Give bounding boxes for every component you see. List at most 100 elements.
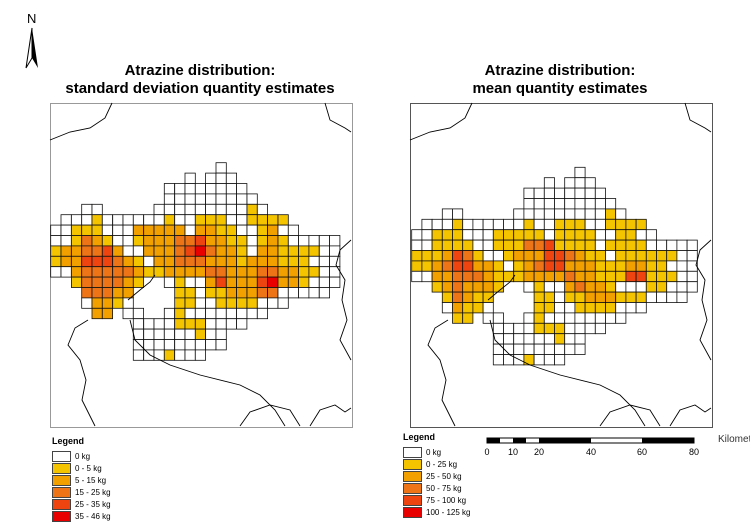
grid-cell (246, 193, 258, 205)
grid-cell (564, 322, 576, 335)
grid-cell (584, 239, 596, 251)
grid-cell (184, 339, 196, 351)
coastline (427, 319, 456, 427)
grid-cell (411, 260, 423, 272)
grid-cell (605, 270, 617, 283)
grid-cell (462, 312, 474, 324)
grid-cell (533, 218, 545, 231)
grid-cell (554, 302, 566, 314)
grid-cell (421, 260, 433, 272)
grid-cell (543, 250, 555, 262)
grid-cell (452, 260, 464, 272)
grid-cell (225, 318, 238, 330)
grid-cell (523, 333, 535, 345)
grid-cell (298, 276, 310, 288)
legend-label: 0 - 25 kg (426, 459, 458, 469)
grid-cell (513, 218, 525, 231)
grid-cell (472, 302, 484, 314)
title-line: Atrazine distribution: (124, 62, 276, 79)
grid-cell (205, 172, 217, 184)
grid-cell (431, 270, 443, 283)
map-title-mean: Atrazine distribution: mean quantity est… (400, 62, 720, 98)
grid-cell (267, 235, 279, 247)
grid-cell (615, 281, 627, 293)
coastline (49, 102, 113, 141)
grid-cell (554, 260, 566, 272)
grid-cell (246, 307, 258, 320)
grid-cell (163, 255, 176, 268)
grid-cell (625, 260, 637, 272)
grid-cell (645, 270, 657, 283)
grid-cell (153, 214, 165, 226)
grid-cell (564, 177, 576, 189)
grid-cell (71, 214, 83, 226)
grid-cell (533, 291, 545, 303)
grid-cell (153, 255, 165, 268)
grid-cell (184, 266, 196, 278)
grid-cell (472, 250, 484, 262)
grid-cell (122, 266, 134, 278)
legend-item: 5 - 15 kg (52, 474, 111, 486)
grid-cell (513, 270, 525, 283)
grid-cell (564, 239, 576, 251)
scale-tick: 60 (636, 447, 648, 457)
grid-cell (143, 245, 155, 257)
grid-cell (267, 276, 279, 288)
grid-cell (153, 266, 165, 278)
grid-cell (308, 245, 320, 257)
grid-cell (256, 255, 268, 268)
grid-cell (635, 239, 647, 251)
grid-cell (441, 281, 453, 293)
grid-cell (686, 250, 698, 262)
grid-cell (584, 302, 596, 314)
grid-cell (462, 229, 474, 241)
grid-cell (308, 235, 320, 247)
grid-cell (225, 255, 238, 268)
grid-cell (329, 235, 341, 247)
grid-cell (215, 307, 227, 320)
grid-cell (153, 328, 165, 340)
grid-cell (174, 266, 186, 278)
grid-cell (205, 307, 217, 320)
grid-cell (318, 235, 330, 247)
grid-cell (584, 312, 596, 324)
grid-cell (564, 229, 576, 241)
grid-cell (174, 245, 186, 257)
grid-cell (246, 203, 258, 216)
grid-cell (153, 339, 165, 351)
grid-cell (472, 281, 484, 293)
grid-cell (91, 266, 103, 278)
grid-cell (308, 287, 320, 299)
grid-cell (225, 266, 238, 278)
grid-cell (174, 214, 186, 226)
grid-cell (594, 239, 606, 251)
grid-cell (215, 193, 227, 205)
grid-cell (625, 250, 637, 262)
grid-cell (605, 302, 617, 314)
grid-cell (543, 302, 555, 314)
grid-cell (533, 302, 545, 314)
grid-cell (225, 172, 238, 184)
legend-label: 35 - 46 kg (75, 511, 111, 521)
grid-cell (645, 291, 657, 303)
grid-cell (625, 291, 637, 303)
grid-cell (81, 214, 93, 226)
grid-cell (122, 245, 134, 257)
grid-cell (472, 291, 484, 303)
grid-cell (421, 218, 433, 231)
grid-cell (163, 266, 176, 278)
grid-cell (287, 266, 299, 278)
grid-cell (635, 218, 647, 231)
grid-cell (112, 297, 124, 309)
grid-cell (225, 203, 238, 216)
grid-cell (564, 260, 576, 272)
grid-cell (523, 198, 535, 210)
grid-cell (482, 270, 494, 283)
grid-cell (441, 229, 453, 241)
grid-cell (50, 266, 62, 278)
grid-cell (554, 198, 566, 210)
grid-cell (574, 177, 586, 189)
grid-cell (71, 255, 83, 268)
grid-cell (543, 281, 555, 293)
grid-cell (81, 255, 93, 268)
